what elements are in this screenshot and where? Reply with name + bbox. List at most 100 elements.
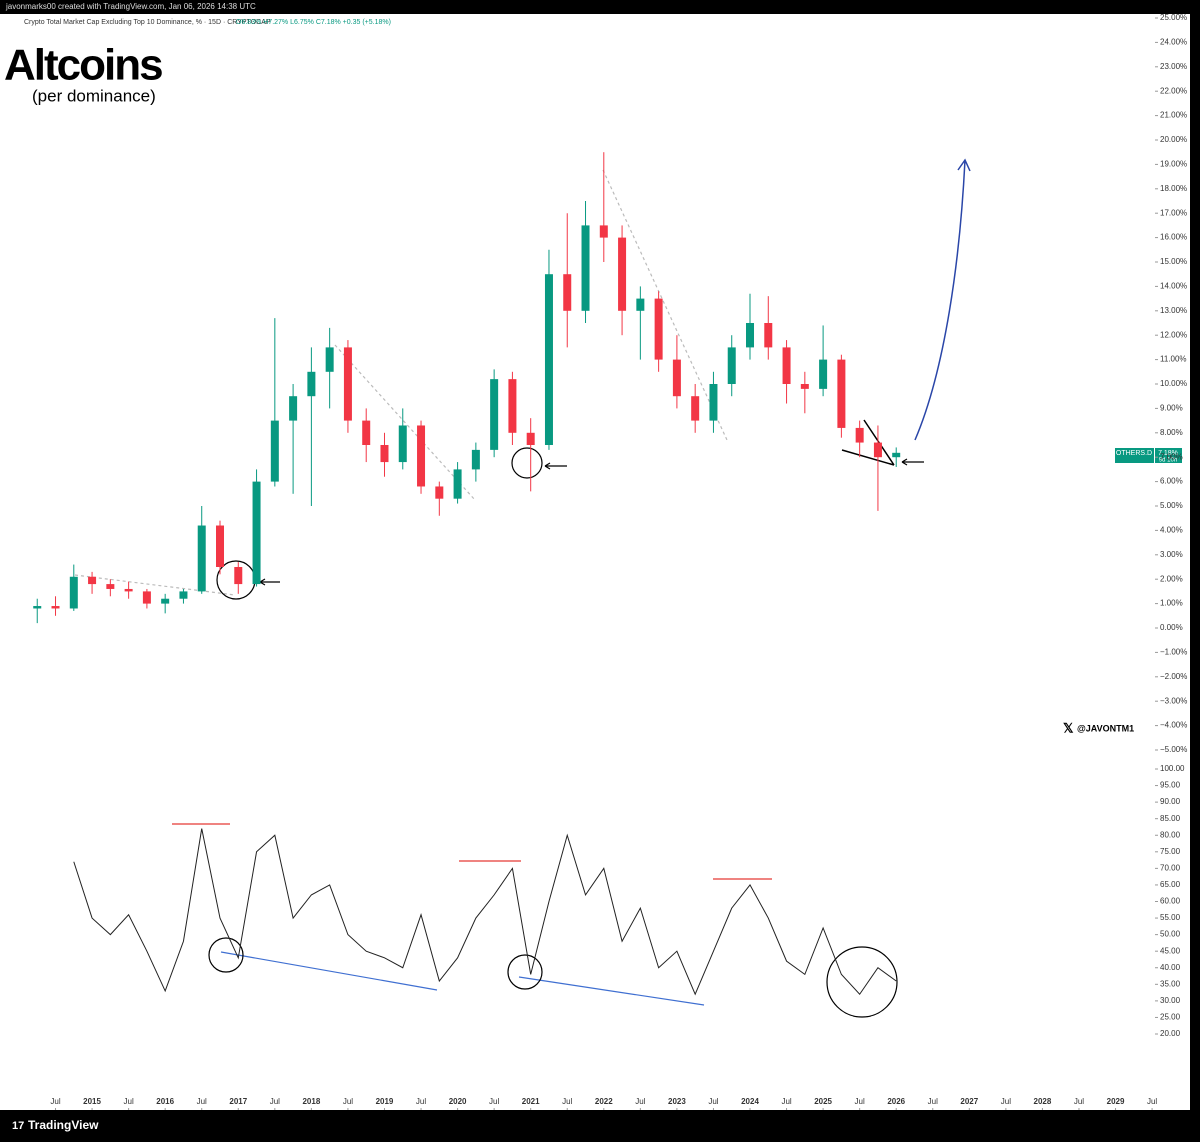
x-tick-label: Jul: [562, 1097, 572, 1106]
symbol-tag: [1115, 448, 1154, 463]
x-tick-label: 2023: [668, 1097, 686, 1106]
candle-body: [819, 359, 828, 389]
x-tick-label: 2020: [449, 1097, 467, 1106]
y-tick-label: 25.00: [1160, 1013, 1181, 1022]
candle-body: [855, 427, 864, 443]
candle-body: [106, 584, 115, 589]
x-tick-label: 2018: [302, 1097, 320, 1106]
x-logo: 𝕏: [1063, 720, 1074, 735]
y-tick-label: 70.00: [1160, 863, 1181, 872]
x-tick-label: Jul: [1147, 1097, 1157, 1106]
y-tick-label: 80.00: [1160, 830, 1181, 839]
subtitle: (per dominance): [32, 86, 156, 105]
x-tick-label: Jul: [781, 1097, 791, 1106]
y-tick-label: 9.00%: [1160, 404, 1183, 413]
credit: javonmarks00 created with TradingView.co…: [5, 2, 256, 11]
y-tick-label: 85.00: [1160, 814, 1181, 823]
logo: TradingView: [28, 1118, 99, 1132]
candle-body: [142, 591, 151, 604]
y-tick-label: 17.00%: [1160, 208, 1187, 217]
candle-body: [453, 469, 462, 499]
candle-body: [837, 359, 846, 428]
x-tick-label: Jul: [1074, 1097, 1084, 1106]
x-tick-label: Jul: [489, 1097, 499, 1106]
chart-panel: [0, 14, 1190, 1110]
x-tick-label: 2019: [376, 1097, 394, 1106]
candle-body: [252, 481, 261, 585]
candle-body: [873, 442, 882, 458]
rsi-line: [73, 828, 897, 996]
candle-body: [362, 420, 371, 445]
ohlc-close: C7.18%: [316, 19, 341, 26]
x-tick-label: Jul: [708, 1097, 718, 1106]
candle-body: [380, 445, 389, 463]
y-tick-label: 35.00: [1160, 979, 1181, 988]
y-tick-label: 25.00%: [1160, 13, 1187, 22]
y-tick-label: 2.00%: [1160, 574, 1183, 583]
candle-body: [33, 606, 42, 609]
watermark: @JAVONTM1: [1077, 723, 1134, 733]
x-tick-label: Jul: [197, 1097, 207, 1106]
y-tick-label: 7.00%: [1160, 452, 1183, 461]
y-tick-label: 95.00: [1160, 781, 1181, 790]
x-tick-label: 2016: [156, 1097, 174, 1106]
annotations: [74, 158, 971, 1018]
y-tick-label: 23.00%: [1160, 62, 1187, 71]
candle-body: [51, 606, 60, 609]
x-tick-label: 2022: [595, 1097, 613, 1106]
candle-body: [270, 420, 279, 482]
y-tick-label: 21.00%: [1160, 111, 1187, 120]
candle-body: [599, 225, 608, 238]
candle-body: [471, 449, 480, 470]
x-tick-label: 2024: [741, 1097, 759, 1106]
candle-body: [727, 347, 736, 384]
candle-body: [490, 379, 499, 450]
x-tick-label: 2017: [229, 1097, 247, 1106]
candle-body: [892, 452, 901, 458]
candle-body: [179, 591, 188, 599]
candle-body: [124, 588, 133, 592]
ohlc-change: +0.35 (+5.18%): [343, 19, 391, 26]
candle-body: [746, 323, 755, 348]
candle-body: [800, 384, 809, 389]
logo-mark: 17: [12, 1120, 24, 1132]
price-tag: [1155, 448, 1182, 463]
y-tick-label: 3.00%: [1160, 550, 1183, 559]
ohlc-open: O6.83%: [236, 19, 261, 26]
candle-body: [161, 598, 170, 604]
y-tick-label: 24.00%: [1160, 38, 1187, 47]
y-tick-label: 75.00: [1160, 847, 1181, 856]
y-tick-label: 22.00%: [1160, 86, 1187, 95]
y-tick-label: 100.00: [1160, 764, 1185, 773]
y-tick-label: 4.00%: [1160, 526, 1183, 535]
y-tick-label: −3.00%: [1160, 696, 1187, 705]
y-tick-label: 15.00%: [1160, 257, 1187, 266]
x-tick-label: Jul: [124, 1097, 134, 1106]
y-tick-label: 8.00%: [1160, 428, 1183, 437]
candle-body: [508, 379, 517, 433]
y-tick-label: 10.00%: [1160, 379, 1187, 388]
x-tick-label: Jul: [343, 1097, 353, 1106]
candle-body: [709, 384, 718, 421]
price-tag-value: 7.18%: [1158, 450, 1178, 457]
y-tick-label: 30.00: [1160, 996, 1181, 1005]
y-tick-label: 14.00%: [1160, 282, 1187, 291]
y-tick-label: 50.00: [1160, 930, 1181, 939]
y-tick-label: 19.00%: [1160, 160, 1187, 169]
y-tick-label: 12.00%: [1160, 330, 1187, 339]
x-tick-label: Jul: [855, 1097, 865, 1106]
x-tick-label: 2027: [960, 1097, 978, 1106]
y-tick-label: 65.00: [1160, 880, 1181, 889]
candle-body: [216, 525, 225, 567]
y-tick-label: 6.00%: [1160, 477, 1183, 486]
x-tick-label: Jul: [270, 1097, 280, 1106]
candle-body: [435, 486, 444, 499]
x-tick-label: Jul: [1001, 1097, 1011, 1106]
x-tick-label: Jul: [416, 1097, 426, 1106]
y-tick-label: 55.00: [1160, 913, 1181, 922]
candle-body: [544, 274, 553, 445]
x-tick-label: Jul: [50, 1097, 60, 1106]
candle-body: [398, 425, 407, 463]
y-tick-label: 20.00: [1160, 1029, 1181, 1038]
